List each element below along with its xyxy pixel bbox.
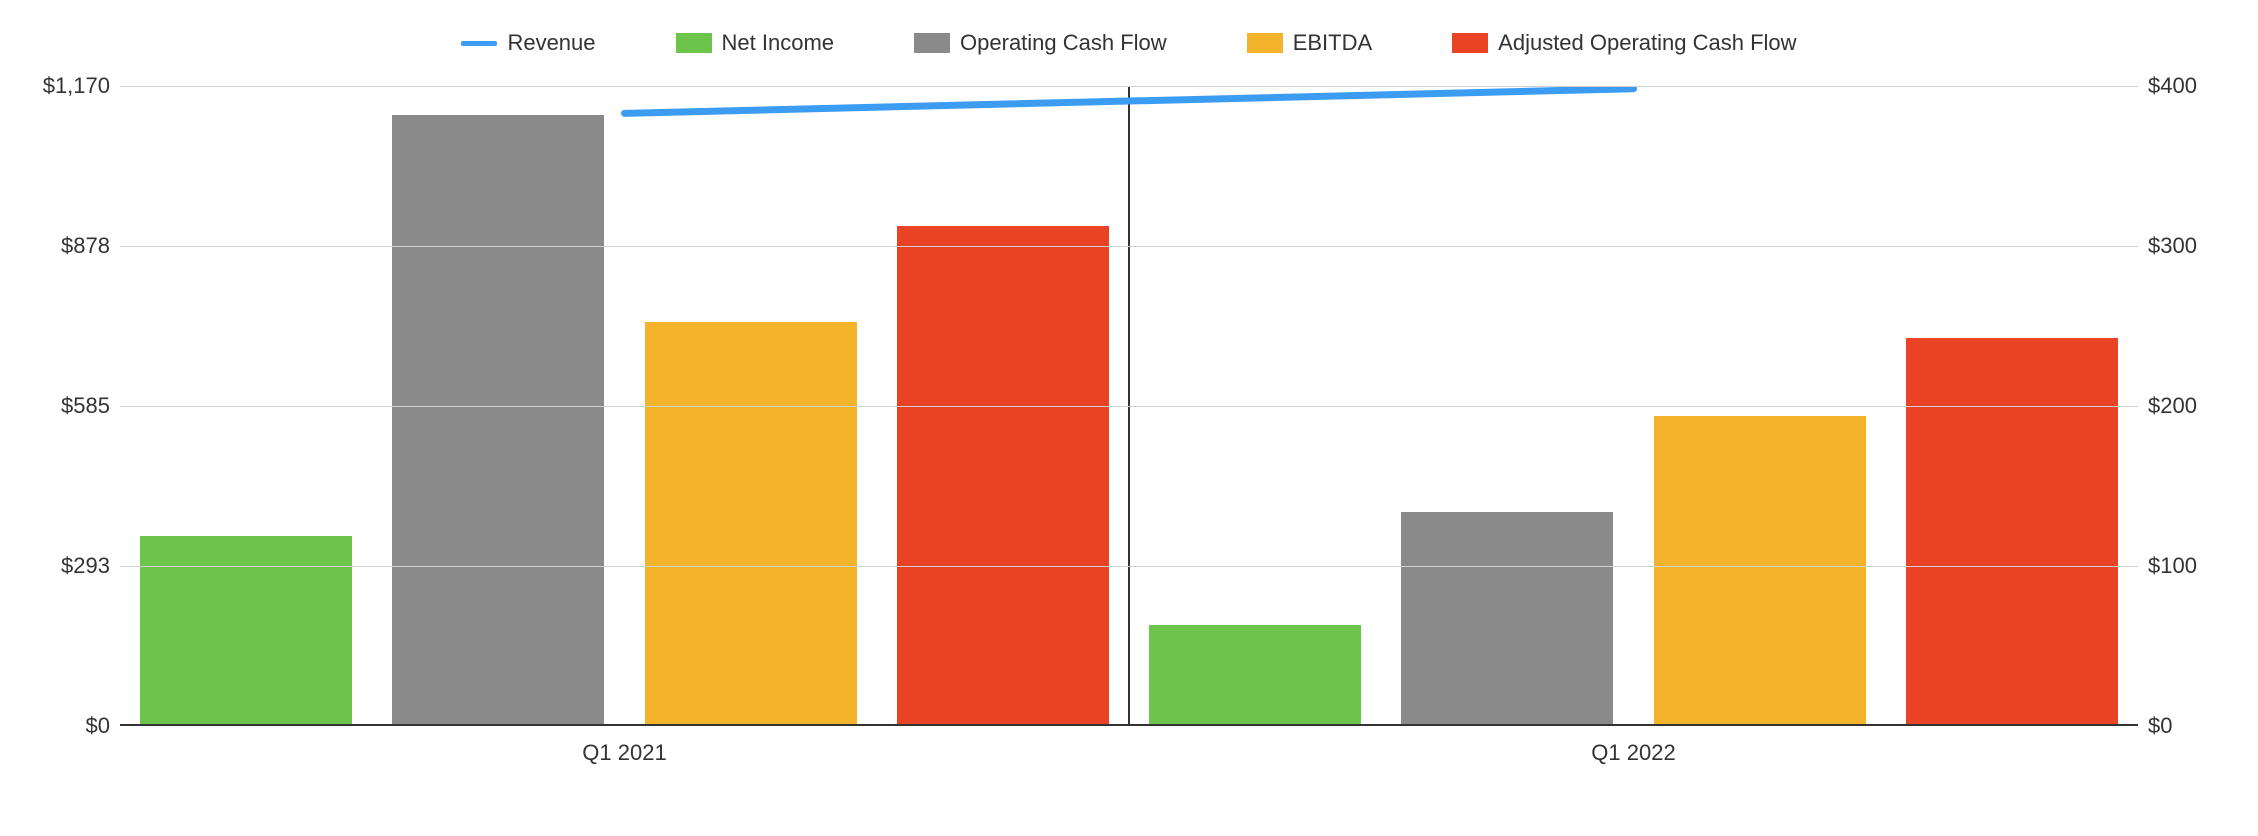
bar-operating_cash_flow xyxy=(1401,512,1613,724)
y-tick-left: $878 xyxy=(25,233,110,259)
bar-ebitda xyxy=(645,322,857,724)
legend-label: Adjusted Operating Cash Flow xyxy=(1498,30,1796,56)
legend-swatch-revenue xyxy=(461,41,497,46)
y-tick-right: $100 xyxy=(2148,553,2223,579)
bar-operating_cash_flow xyxy=(392,115,604,724)
bar-adjusted_ocf xyxy=(897,226,1109,724)
legend-item-revenue: Revenue xyxy=(461,30,595,56)
legend-swatch-net-income xyxy=(676,33,712,53)
gridline xyxy=(120,246,2138,247)
x-tick-label: Q1 2021 xyxy=(582,740,666,766)
legend-label: Revenue xyxy=(507,30,595,56)
y-tick-left: $0 xyxy=(25,713,110,739)
gridline xyxy=(120,86,2138,87)
plot-area: $0$0$293$100$585$200$878$300$1,170$400 xyxy=(120,86,2138,726)
legend-item-net-income: Net Income xyxy=(676,30,835,56)
y-tick-left: $1,170 xyxy=(25,73,110,99)
chart-legend: Revenue Net Income Operating Cash Flow E… xyxy=(20,20,2238,86)
legend-item-ebitda: EBITDA xyxy=(1247,30,1372,56)
bar-ebitda xyxy=(1654,416,1866,724)
legend-swatch-adj-ocf xyxy=(1452,33,1488,53)
y-tick-right: $0 xyxy=(2148,713,2223,739)
bar-adjusted_ocf xyxy=(1906,338,2118,724)
legend-swatch-ocf xyxy=(914,33,950,53)
bar-net_income xyxy=(1149,625,1361,724)
legend-label: EBITDA xyxy=(1293,30,1372,56)
legend-swatch-ebitda xyxy=(1247,33,1283,53)
y-tick-right: $400 xyxy=(2148,73,2223,99)
bar-net_income xyxy=(140,536,352,724)
y-tick-left: $293 xyxy=(25,553,110,579)
gridline xyxy=(120,406,2138,407)
y-tick-right: $200 xyxy=(2148,393,2223,419)
legend-item-adj-ocf: Adjusted Operating Cash Flow xyxy=(1452,30,1796,56)
gridline xyxy=(120,566,2138,567)
legend-label: Net Income xyxy=(722,30,835,56)
bars-layer xyxy=(120,86,2138,724)
x-axis-labels: Q1 2021 Q1 2022 xyxy=(120,726,2138,776)
legend-item-ocf: Operating Cash Flow xyxy=(914,30,1167,56)
y-tick-right: $300 xyxy=(2148,233,2223,259)
y-tick-left: $585 xyxy=(25,393,110,419)
x-tick-label: Q1 2022 xyxy=(1591,740,1675,766)
legend-label: Operating Cash Flow xyxy=(960,30,1167,56)
financial-combo-chart: Revenue Net Income Operating Cash Flow E… xyxy=(20,20,2238,816)
